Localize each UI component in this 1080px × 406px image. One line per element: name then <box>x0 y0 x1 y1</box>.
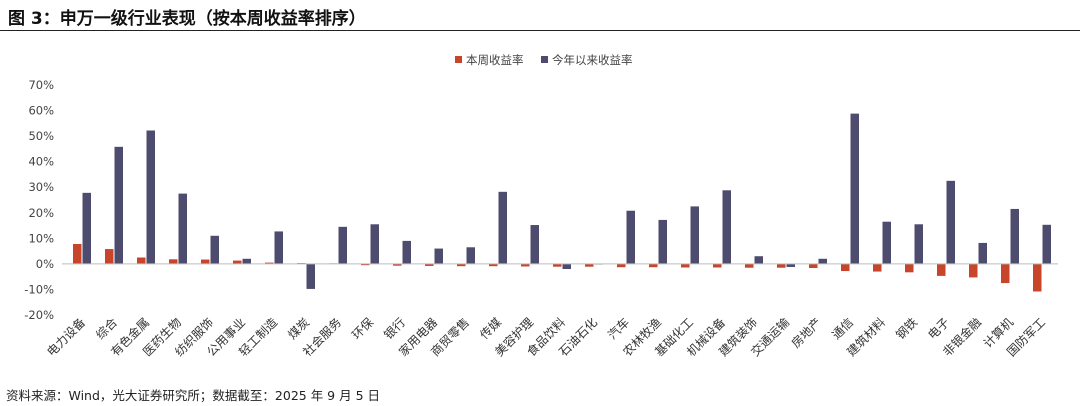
bar-ytd-return <box>402 240 411 264</box>
bar-ytd-return <box>882 221 891 264</box>
bar-ytd-return <box>274 231 283 264</box>
bar-weekly-return <box>169 259 178 264</box>
bar-weekly-return <box>905 263 914 273</box>
bar-weekly-return <box>617 263 626 268</box>
bar-weekly-return <box>425 263 434 266</box>
bar-weekly-return <box>73 243 82 264</box>
bar-ytd-return <box>530 225 539 264</box>
bar-weekly-return <box>1033 263 1042 292</box>
y-tick-label: 10% <box>28 231 54 245</box>
bar-weekly-return <box>393 263 402 266</box>
bar-weekly-return <box>201 259 210 264</box>
bar-weekly-return <box>233 260 242 264</box>
bar-ytd-return <box>690 206 699 264</box>
bar-weekly-return <box>745 263 754 268</box>
bar-chart: 本周收益率 今年以来收益率 -20% -10% 0% 10% 20% 30% 40% 50% 6… <box>24 53 1058 360</box>
bar-weekly-return <box>553 263 562 267</box>
bar-weekly-return <box>137 257 146 264</box>
y-tick-label: 30% <box>28 180 54 194</box>
x-tick-label: 环保 <box>349 315 376 342</box>
bar-ytd-return <box>946 180 955 264</box>
y-tick-label: 0% <box>36 257 54 271</box>
bar-ytd-return <box>242 258 251 264</box>
x-tick-label: 电子 <box>925 315 952 342</box>
bar-weekly-return <box>361 263 370 266</box>
source-note: 资料来源：Wind，光大证券研究所；数据截至：2025 年 9 月 5 日 <box>6 388 381 403</box>
y-tick-label: 40% <box>28 155 54 169</box>
bar-weekly-return <box>489 263 498 267</box>
bar-ytd-return <box>466 247 475 264</box>
bar-ytd-return <box>338 226 347 264</box>
bar-ytd-return <box>1042 224 1051 264</box>
title-rule <box>0 30 1080 31</box>
bar-ytd-return <box>146 130 155 264</box>
bar-weekly-return <box>681 263 690 268</box>
y-tick-label: 50% <box>28 129 54 143</box>
x-tick-label: 汽车 <box>605 315 633 343</box>
bar-ytd-return <box>722 190 731 264</box>
bar-ytd-return <box>370 224 379 264</box>
bar-weekly-return <box>457 263 466 267</box>
bar-weekly-return <box>265 262 274 264</box>
bar-weekly-return <box>777 263 786 268</box>
y-tick-label: 60% <box>28 104 54 118</box>
y-tick-label: 20% <box>28 206 54 220</box>
bar-ytd-return <box>434 248 443 264</box>
x-tick-label: 钢铁 <box>893 315 920 342</box>
chart-legend: 本周收益率 今年以来收益率 <box>455 53 633 67</box>
bar-ytd-return <box>786 263 795 267</box>
bar-ytd-return <box>850 113 859 264</box>
bar-ytd-return <box>914 224 923 264</box>
legend-swatch-ytd <box>541 56 548 63</box>
x-tick-label: 通信 <box>829 315 856 342</box>
bar-weekly-return <box>713 263 722 268</box>
bar-ytd-return <box>658 219 667 264</box>
legend-label-weekly: 本周收益率 <box>466 53 524 67</box>
bar-ytd-return <box>306 263 315 289</box>
bar-ytd-return <box>114 146 123 264</box>
bar-ytd-return <box>978 242 987 264</box>
bar-ytd-return <box>210 235 219 264</box>
bar-ytd-return <box>626 210 635 264</box>
bar-weekly-return <box>649 263 658 268</box>
legend-swatch-weekly <box>455 56 462 63</box>
bar-weekly-return <box>969 263 978 278</box>
y-axis: -20% -10% 0% 10% 20% 30% 40% 50% 60% 70% <box>24 78 54 322</box>
bar-weekly-return <box>937 263 946 276</box>
bar-weekly-return <box>585 263 594 267</box>
bar-weekly-return <box>841 263 850 272</box>
bar-weekly-return <box>105 249 114 264</box>
bar-weekly-return <box>809 263 818 268</box>
bar-ytd-return <box>818 258 827 264</box>
bar-ytd-return <box>498 191 507 264</box>
bar-ytd-return <box>754 256 763 264</box>
figure-title: 图 3：申万一级行业表现（按本周收益率排序） <box>8 9 366 29</box>
x-tick-label: 房地产 <box>788 315 824 351</box>
bar-ytd-return <box>82 192 91 264</box>
bar-weekly-return <box>1001 263 1010 284</box>
x-tick-label: 综合 <box>93 315 121 343</box>
y-tick-label: 70% <box>28 78 54 92</box>
bar-ytd-return <box>1010 208 1019 264</box>
legend-label-ytd: 今年以来收益率 <box>552 53 633 67</box>
y-tick-label: -20% <box>24 308 54 322</box>
bar-weekly-return <box>873 263 882 272</box>
y-tick-label: -10% <box>24 282 54 296</box>
bar-ytd-return <box>178 193 187 264</box>
bars <box>73 113 1051 292</box>
x-tick-label: 煤炭 <box>285 315 312 342</box>
x-tick-label: 传媒 <box>477 315 505 343</box>
bar-weekly-return <box>521 263 530 267</box>
bar-ytd-return <box>562 263 571 269</box>
x-tick-label: 银行 <box>381 315 408 342</box>
